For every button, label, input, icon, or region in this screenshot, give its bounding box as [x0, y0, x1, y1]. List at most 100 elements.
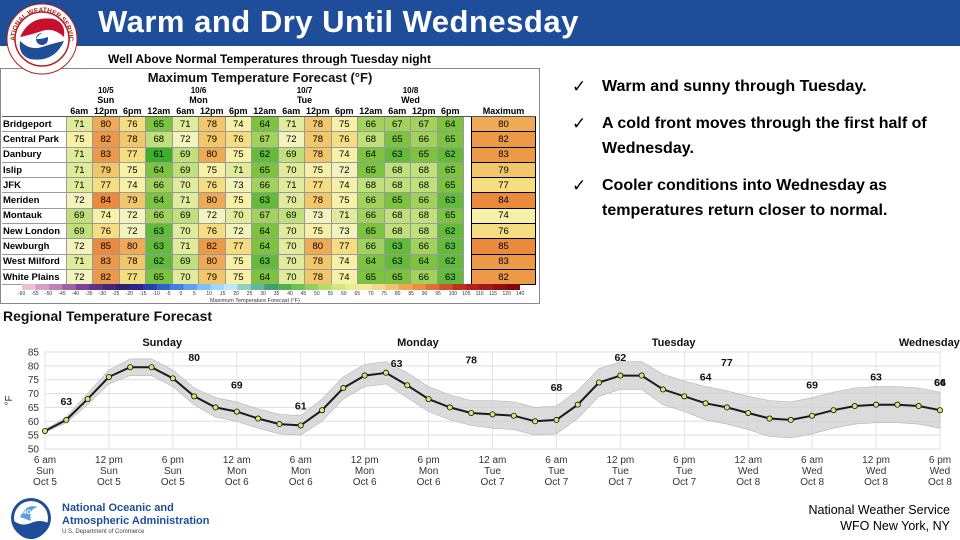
max-temp-cell: 82 — [471, 268, 536, 286]
data-label: 77 — [721, 357, 733, 369]
x-tick-label: Oct 8 — [864, 477, 888, 488]
temp-cell: 66 — [410, 268, 438, 286]
temp-cell: 68 — [383, 177, 411, 194]
temp-cell: 79 — [92, 161, 120, 179]
temp-cell: 65 — [251, 161, 279, 179]
temp-cell: 78 — [304, 115, 332, 133]
colorbar-tick-label: 120 — [502, 291, 511, 297]
max-temp-cell: 83 — [471, 146, 536, 163]
temp-cell: 75 — [304, 223, 332, 240]
temp-cell: 65 — [357, 268, 385, 286]
temp-cell: 65 — [436, 131, 464, 148]
x-tick-label: 6 pm — [417, 455, 439, 466]
colorbar-segment — [143, 284, 158, 290]
temp-cell: 66 — [357, 207, 385, 225]
colorbar-tick-label: 100 — [448, 291, 458, 297]
temp-cell: 67 — [383, 115, 411, 133]
temp-cell: 64 — [436, 115, 464, 133]
temp-cell: 77 — [118, 268, 146, 286]
temp-cell: 70 — [171, 177, 199, 194]
colorbar-tick-label: 35 — [273, 291, 280, 297]
temp-cell: 75 — [224, 268, 252, 286]
colorbar-tick-label: 45 — [300, 291, 307, 297]
temp-cell: 65 — [436, 207, 464, 225]
x-tick-label: 12 am — [479, 455, 507, 466]
temp-cell: 66 — [251, 177, 279, 194]
temperature-point — [127, 364, 134, 371]
colorbar-tick-label: 90 — [421, 291, 428, 297]
x-tick-label: Wed — [866, 466, 886, 477]
colorbar-segment — [223, 284, 238, 290]
uncertainty-band — [44, 358, 941, 439]
colorbar-segment — [304, 284, 319, 290]
x-tick-label: Sun — [100, 466, 118, 477]
colorbar-label: Maximum Temperature Forecast (°F) — [210, 298, 300, 304]
colorbar-tick-label: 15 — [219, 291, 226, 297]
temp-cell: 66 — [145, 207, 173, 225]
agency-department: U.S. Department of Commerce — [62, 529, 145, 535]
x-tick-label: Oct 8 — [928, 477, 952, 488]
temperature-point — [63, 416, 70, 423]
max-temp-cell: 74 — [471, 207, 536, 225]
temp-cell: 72 — [277, 131, 305, 148]
temp-cell: 71 — [330, 207, 358, 225]
temp-cell: 62 — [145, 253, 173, 270]
temp-cell: 84 — [92, 192, 120, 209]
colorbar-tick-label: -25 — [112, 291, 120, 297]
temp-cell: 70 — [277, 253, 305, 270]
temp-cell: 77 — [224, 238, 252, 255]
temp-cell: 66 — [410, 192, 438, 209]
temp-cell: 67 — [410, 115, 438, 133]
colorbar-tick-label: 140 — [516, 291, 525, 297]
time-header: 6am — [172, 105, 199, 117]
table-row: Meriden 72 84 79 64 71 80 75 63 70 78 75 66 65 66 63 84 — [2, 192, 536, 209]
colorbar-segment — [250, 284, 265, 290]
temp-cell: 70 — [171, 223, 199, 240]
temp-cell: 71 — [65, 253, 93, 270]
data-label: 69 — [806, 379, 818, 391]
colorbar-segment — [196, 284, 211, 290]
temp-cell: 72 — [118, 207, 146, 225]
colorbar-tick-label: -30 — [98, 291, 106, 297]
x-tick-label: Oct 7 — [672, 477, 696, 488]
x-tick-label: Oct 6 — [289, 477, 313, 488]
colorbar-tick-label: -40 — [71, 291, 80, 297]
temperature-point — [84, 396, 91, 403]
temp-cell: 63 — [436, 192, 464, 209]
data-label: 66 — [934, 377, 946, 389]
temperature-point — [425, 396, 432, 403]
colorbar-tick-label: 10 — [206, 291, 212, 297]
temp-cell: 73 — [224, 177, 252, 194]
temperature-point — [553, 416, 560, 423]
colorbar-tick-label: 0 — [179, 291, 183, 297]
colorbar-segment — [116, 284, 131, 290]
temp-cell: 72 — [65, 238, 93, 255]
colorbar-segment — [479, 284, 494, 290]
temp-cell: 63 — [436, 268, 464, 286]
temp-cell: 82 — [198, 238, 226, 255]
table-row: Islip 71 79 75 64 69 75 71 65 70 75 72 65 68 68 65 79 — [2, 161, 536, 179]
colorbar-tick-label: 115 — [489, 291, 498, 297]
colorbar-segment — [385, 284, 400, 290]
max-temp-cell: 83 — [471, 253, 536, 270]
colorbar-tick-label: 95 — [435, 291, 441, 297]
temperature-point — [766, 415, 773, 422]
temperature-point — [297, 422, 304, 429]
temp-cell: 69 — [65, 207, 93, 225]
temp-cell: 61 — [145, 146, 173, 163]
temp-cell: 68 — [410, 207, 438, 225]
colorbar-ticks: -60 -55 -50 -45 -40 -35 -30 -25 -20 -15 -10 -5 0 5 10 1… — [18, 291, 524, 298]
temp-cell: 75 — [304, 161, 332, 179]
temp-cell: 78 — [304, 268, 332, 286]
temp-cell: 78 — [198, 115, 226, 133]
agency-name: National Oceanic and Atmospheric Adminis… — [62, 502, 210, 527]
data-label: 63 — [391, 358, 403, 370]
temperature-point — [659, 386, 666, 393]
temperature-point — [340, 385, 347, 392]
colorbar-tick-label: -50 — [44, 291, 53, 297]
temp-cell: 65 — [357, 161, 385, 179]
temp-cell: 75 — [224, 192, 252, 209]
temp-cell: 74 — [330, 253, 358, 270]
temperature-colorbar — [22, 284, 520, 290]
